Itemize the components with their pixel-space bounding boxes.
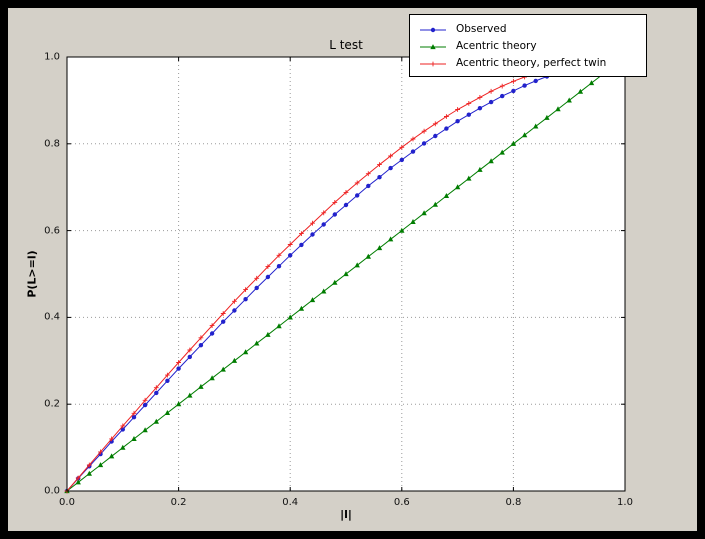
figure-canvas: L test |l| P(L>=l) 0.0 0.2 0.4 0.6 0.8 1.0 0.… (8, 8, 697, 531)
series-line-2 (66, 68, 548, 492)
legend-label-perfect-twin: Acentric theory, perfect twin (456, 56, 607, 69)
legend-label-acentric-theory: Acentric theory (456, 39, 537, 52)
legend-entry-perfect-twin: Acentric theory, perfect twin (418, 54, 638, 71)
legend-entry-acentric-theory: Acentric theory (418, 37, 638, 54)
y-tick-label: 0.6 (44, 225, 60, 237)
legend-line-acentric-theory-icon (418, 39, 448, 53)
chart-plot (64, 56, 626, 494)
y-tick-label: 0.2 (44, 398, 60, 410)
y-tick-label: 0.4 (44, 311, 60, 323)
legend-line-observed-icon (418, 22, 448, 36)
x-tick-label: 0.6 (393, 497, 410, 508)
plot-svg-host (8, 8, 697, 531)
y-axis-label: P(L>=l) (25, 250, 39, 298)
y-tick-label: 0.0 (44, 485, 60, 497)
y-tick-label: 1.0 (44, 51, 60, 63)
legend: Observed Acentric theory Acentric theory… (409, 14, 647, 77)
x-tick-label: 1.0 (617, 497, 633, 508)
gridlines (67, 57, 625, 491)
y-tick-label: 0.8 (44, 138, 60, 150)
x-tick-label: 0.4 (282, 497, 299, 508)
x-tick-label: 0.8 (505, 497, 522, 508)
x-axis-label: |l| (340, 508, 352, 521)
x-tick-label: 0.0 (59, 497, 75, 508)
legend-label-observed: Observed (456, 22, 507, 35)
chart-title: L test (329, 38, 363, 52)
legend-entry-observed: Observed (418, 20, 638, 37)
axes-frame (66, 56, 626, 492)
x-tick-label: 0.2 (170, 497, 187, 508)
legend-line-perfect-twin-icon (418, 56, 448, 70)
